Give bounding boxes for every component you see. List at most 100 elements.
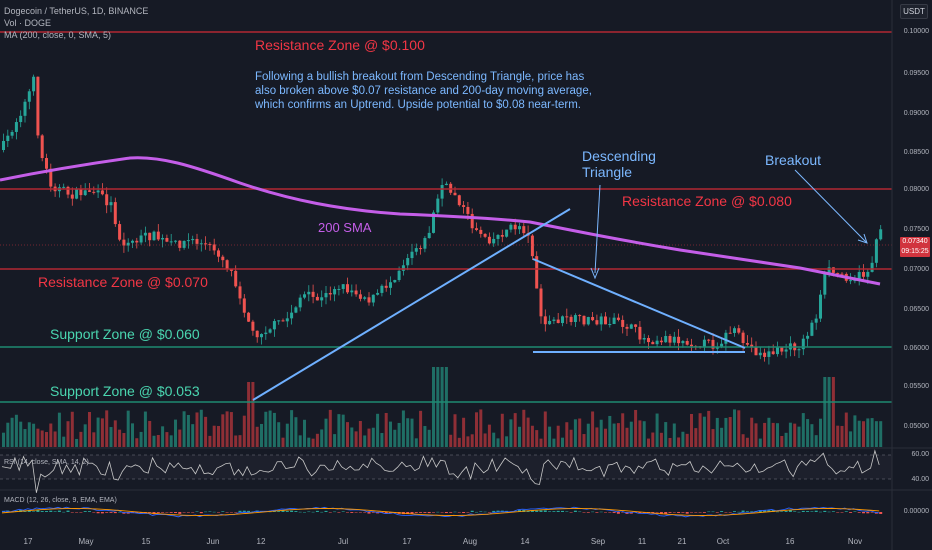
candle-body: [831, 267, 835, 273]
candle-body: [49, 168, 53, 187]
candle-body: [720, 343, 724, 347]
macd-hist-bar: [294, 511, 298, 512]
volume-bar: [264, 411, 268, 447]
macd-hist-bar: [135, 512, 139, 514]
candle-body: [724, 332, 728, 344]
candle-body: [83, 190, 87, 196]
volume-bar: [36, 428, 40, 447]
x-tick: Aug: [462, 537, 478, 546]
volume-bar: [401, 410, 405, 447]
resistance-label-0100: Resistance Zone @ $0.100: [255, 37, 425, 53]
macd-hist-bar: [604, 512, 607, 513]
volume-bar: [221, 414, 225, 447]
volume-bar: [122, 433, 126, 447]
volume-bar: [492, 432, 496, 447]
macd-hist-bar: [616, 512, 620, 514]
candle-body: [578, 315, 582, 317]
candle-body: [681, 341, 685, 344]
resistance-label-0070: Resistance Zone @ $0.070: [38, 274, 208, 290]
volume-bar: [389, 421, 392, 447]
volume-bar: [105, 410, 109, 447]
candle-body: [367, 297, 371, 303]
candle-body: [548, 320, 552, 325]
macd-hist-bar: [879, 512, 883, 514]
volume-bar: [346, 422, 349, 447]
candle-body: [156, 231, 160, 240]
candle-body: [745, 343, 749, 345]
macd-hist-bar: [358, 512, 362, 513]
rsi-line: [1, 449, 880, 493]
macd-hist-bar: [578, 511, 582, 513]
candle-body: [440, 185, 444, 199]
candle-body: [642, 338, 646, 340]
candle-body: [616, 317, 620, 320]
sma-200-label: 200 SMA: [318, 220, 372, 235]
volume-bar: [612, 423, 616, 447]
candle-body: [122, 239, 126, 246]
macd-hist-bar: [552, 511, 556, 512]
volume-bar: [225, 411, 229, 447]
y-tick: 0.09500: [903, 70, 929, 77]
candle-body: [874, 239, 878, 263]
volume-bar: [879, 421, 883, 447]
volume-bar: [634, 409, 638, 447]
candle-body: [27, 91, 31, 102]
candle-body: [234, 270, 238, 287]
symbol-title[interactable]: Dogecoin / TetherUS, 1D, BINANCE: [4, 6, 149, 16]
candle-body: [763, 352, 767, 357]
macd-hist-bar: [793, 511, 797, 512]
ma-indicator-label[interactable]: MA (200, close, 0, SMA, 5): [4, 30, 112, 40]
macd-hist-bar: [371, 512, 375, 513]
candle-body: [410, 251, 414, 259]
volume-bar: [509, 419, 513, 447]
rsi-indicator-label[interactable]: RSI (14, close, SMA, 14, 2): [4, 459, 89, 466]
macd-hist-bar: [728, 512, 732, 513]
volume-bar: [436, 367, 440, 447]
macd-hist-bar: [419, 512, 423, 513]
volume-bar: [840, 425, 844, 447]
candle-body: [741, 332, 745, 344]
volume-bar: [195, 412, 199, 447]
volume-bar: [522, 409, 526, 447]
macd-hist-bar: [745, 511, 749, 512]
volume-bar: [148, 420, 152, 447]
volume-bar: [57, 412, 61, 447]
candle-body: [96, 190, 100, 193]
volume-bar: [328, 409, 332, 447]
volume-bar: [303, 419, 306, 447]
macd-hist-bar: [599, 511, 603, 513]
volume-bar: [427, 429, 431, 447]
volume-bar: [363, 435, 367, 447]
x-tick: 21: [677, 537, 687, 546]
macd-hist-bar: [849, 512, 853, 513]
currency-badge[interactable]: USDT: [900, 4, 928, 19]
volume-bar: [672, 423, 676, 447]
macd-hist-bar: [83, 511, 87, 512]
volume-bar: [629, 421, 633, 447]
candle-body: [801, 338, 805, 350]
volume-bar: [500, 413, 504, 447]
volume-bar: [862, 421, 865, 447]
volume-bar: [647, 438, 650, 447]
macd-hist-bar: [315, 510, 319, 512]
macd-hist-bar: [763, 510, 767, 512]
volume-bar: [836, 425, 840, 447]
candle-body: [260, 334, 263, 338]
volume-bar: [156, 434, 160, 447]
volume-bar: [333, 434, 337, 447]
volume-bar: [758, 438, 762, 447]
macd-hist-bar: [440, 512, 444, 513]
candle-body: [750, 344, 754, 348]
volume-bar: [75, 438, 79, 447]
y-tick: 0.05000: [903, 423, 929, 430]
candle-body: [294, 307, 298, 313]
volume-bar: [599, 419, 603, 447]
volume-bar: [204, 416, 208, 447]
x-tick: 12: [256, 537, 266, 546]
volume-indicator-label[interactable]: Vol · DOGE: [4, 18, 52, 28]
macd-hist-bar: [311, 511, 315, 513]
macd-indicator-label[interactable]: MACD (12, 26, close, 9, EMA, EMA): [4, 497, 117, 504]
volume-bar: [165, 432, 169, 447]
current-price-tag: 0.07340 09:15:25: [900, 237, 930, 257]
